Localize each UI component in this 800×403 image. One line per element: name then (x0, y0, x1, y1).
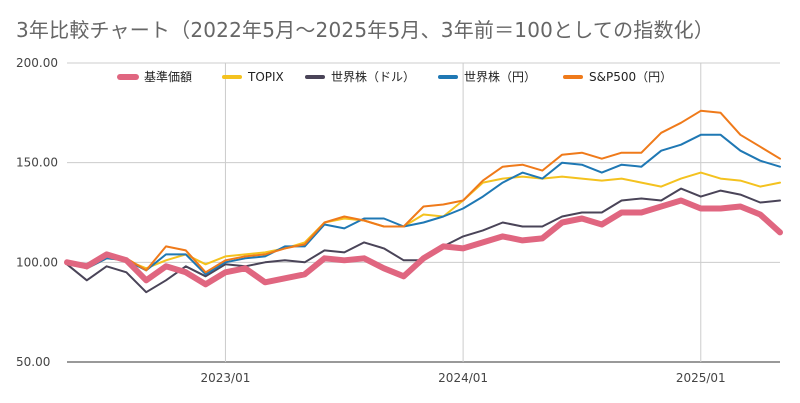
y-tick-label: 150.00 (16, 156, 58, 170)
legend-label: 基準価額 (144, 69, 192, 84)
series-lines (64, 109, 783, 294)
grid (67, 62, 780, 363)
legend-label: S&P500（円） (589, 70, 672, 84)
legend: 基準価額 TOPIX 世界株（ドル） 世界株（円） S&P500（円） (117, 69, 672, 84)
y-tick-label: 100.00 (16, 255, 58, 269)
legend-label: TOPIX (247, 70, 284, 84)
x-tick-label: 2023/01 (201, 371, 251, 385)
legend-label: 世界株（円） (464, 69, 536, 84)
series-line-0 (64, 197, 783, 288)
x-tick-label: 2025/01 (676, 371, 726, 385)
legend-label: 世界株（ドル） (331, 69, 415, 84)
y-tick-label: 200.00 (16, 56, 58, 70)
x-tick-label: 2024/01 (438, 371, 488, 385)
chart-title: 3年比較チャート（2022年5月〜2025年5月、3年前＝100としての指数化） (16, 18, 715, 42)
y-tick-label: 50.00 (16, 355, 50, 369)
series-line-4 (66, 109, 781, 274)
series-line-3 (66, 133, 781, 276)
axis-labels: 50.00 100.00 150.00 200.00 2023/01 2024/01 202… (16, 56, 726, 385)
